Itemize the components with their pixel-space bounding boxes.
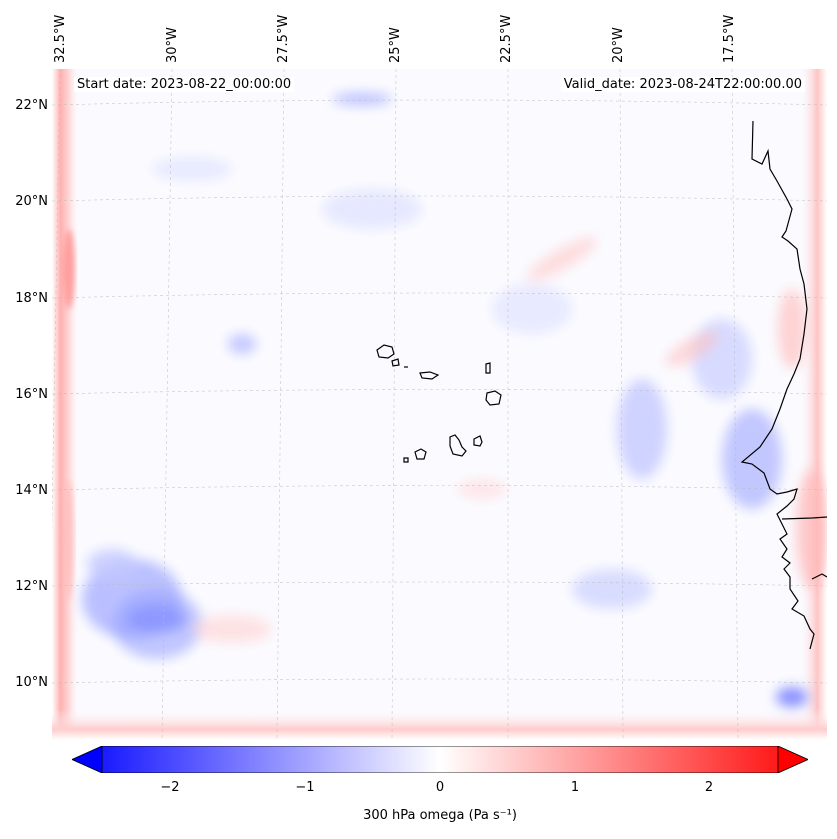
lat-label: 20°N bbox=[15, 194, 48, 209]
map-panel: Start date: 2023-08-22_00:00:00 Valid_da… bbox=[52, 69, 827, 740]
colorbar-tick-label: −1 bbox=[295, 780, 315, 795]
omega-field bbox=[52, 69, 827, 740]
colorbar bbox=[72, 746, 808, 773]
lat-label: 12°N bbox=[15, 579, 48, 594]
lon-label: 25°W bbox=[388, 27, 403, 63]
lat-label: 10°N bbox=[15, 675, 48, 690]
lon-label: 17.5°W bbox=[722, 14, 737, 63]
colorbar-tick-label: 1 bbox=[570, 780, 580, 795]
lat-label: 22°N bbox=[15, 98, 48, 113]
colorbar-tick-label: 0 bbox=[435, 780, 445, 795]
lon-label: 27.5°W bbox=[276, 14, 291, 63]
coastline bbox=[740, 120, 815, 650]
lon-label: 32.5°W bbox=[53, 14, 68, 63]
start-date-label: Start date: 2023-08-22_00:00:00 bbox=[74, 77, 295, 92]
lon-label: 22.5°W bbox=[499, 14, 514, 63]
lon-label: 20°W bbox=[611, 27, 626, 63]
lon-label: 30°W bbox=[165, 27, 180, 63]
lat-label: 14°N bbox=[15, 483, 48, 498]
valid-date-label: Valid_date: 2023-08-24T22:00:00.00 bbox=[560, 77, 805, 92]
colorbar-tick-label: −2 bbox=[160, 780, 180, 795]
lat-label: 18°N bbox=[15, 291, 48, 306]
cape-verde-islands bbox=[376, 344, 502, 463]
lat-label: 16°N bbox=[15, 387, 48, 402]
colorbar-label: 300 hPa omega (Pa s⁻¹) bbox=[363, 808, 517, 823]
colorbar-tick-label: 2 bbox=[704, 780, 714, 795]
